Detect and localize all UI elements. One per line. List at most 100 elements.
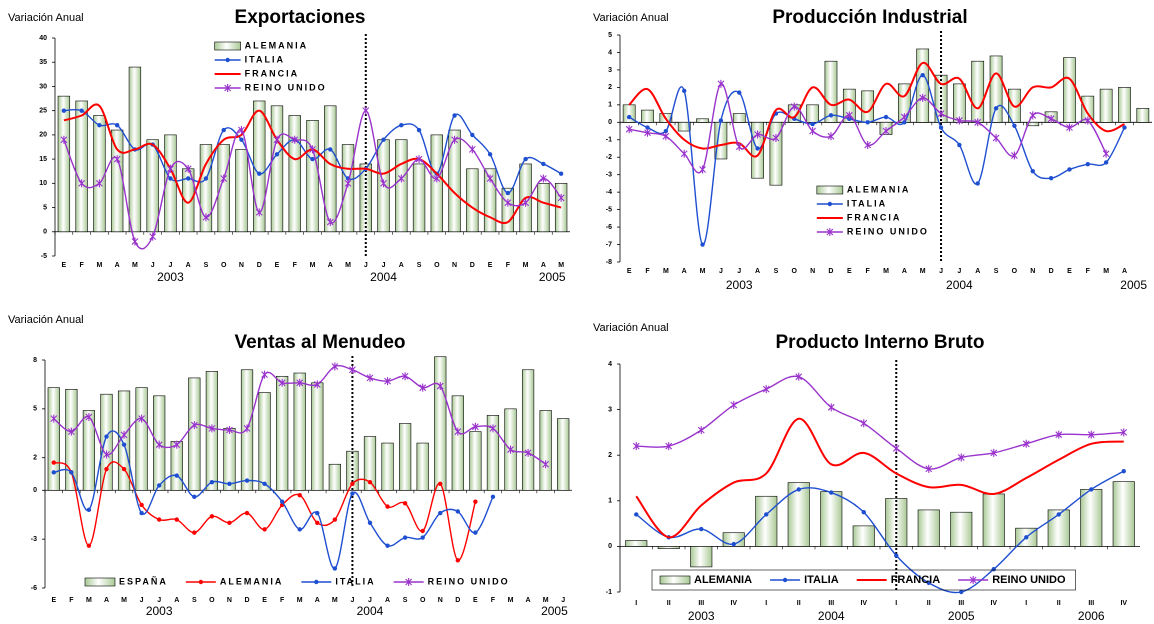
point	[990, 448, 998, 457]
bar	[341, 144, 355, 233]
x-tick-label: E	[473, 597, 478, 604]
year-label: 2005	[541, 604, 568, 618]
bar	[311, 382, 324, 491]
x-tick-label: M	[1103, 268, 1109, 275]
point	[1047, 114, 1055, 123]
point	[827, 132, 835, 141]
point	[60, 135, 68, 144]
legend-label: FRANCIA	[891, 574, 941, 586]
x-tick-label: F	[79, 262, 84, 269]
x-tick-label: F	[645, 268, 650, 275]
x-tick-label: S	[774, 268, 779, 275]
bar	[363, 436, 377, 491]
x-tick-label: I	[765, 600, 767, 607]
point	[350, 481, 355, 486]
point	[209, 479, 215, 485]
y-tick-label: -5	[606, 206, 612, 213]
x-tick-label: A	[975, 268, 980, 275]
x-tick-label: A	[1122, 268, 1127, 275]
x-tick-label: D	[1049, 268, 1054, 275]
point	[315, 520, 320, 526]
y-tick-label: 1	[608, 102, 612, 109]
x-tick-label: II	[667, 600, 671, 607]
x-tick-label: M	[700, 268, 706, 275]
y-tick-label: 2	[608, 452, 612, 459]
point	[1029, 111, 1037, 120]
y-tick-label: -3	[31, 536, 37, 543]
x-tick-label: S	[192, 597, 197, 604]
bar	[235, 149, 248, 233]
y-tick-label: -1	[606, 137, 612, 144]
bar	[521, 369, 535, 491]
bar	[483, 168, 497, 233]
point	[762, 385, 770, 394]
bar	[346, 450, 359, 491]
y-tick-label: -4	[606, 189, 612, 196]
point	[969, 576, 977, 584]
bar	[982, 493, 1005, 547]
point	[419, 383, 427, 392]
point	[120, 430, 128, 439]
bar	[416, 442, 429, 491]
point	[332, 517, 338, 522]
point	[735, 142, 743, 151]
legend-box	[651, 569, 1076, 591]
point	[490, 494, 496, 499]
point	[1087, 430, 1095, 439]
y-tick-label: 40	[39, 35, 47, 42]
point	[156, 483, 162, 488]
point	[262, 527, 267, 532]
y-tick-label: 0	[43, 229, 47, 236]
x-tick-label: J	[368, 597, 372, 604]
point	[957, 453, 965, 462]
x-tick-label: J	[364, 262, 368, 269]
point	[297, 492, 302, 498]
x-tick-label: M	[523, 262, 529, 269]
legend-label: ALEMANIA	[847, 184, 911, 194]
bar	[989, 55, 1003, 123]
point	[699, 526, 704, 532]
legend-label: REINO UNIDO	[847, 226, 929, 236]
bar	[117, 390, 131, 491]
x-tick-label: M	[121, 597, 127, 604]
bar	[100, 393, 113, 491]
point	[380, 179, 387, 188]
bar	[787, 482, 810, 547]
x-tick-label: O	[792, 268, 798, 275]
point	[541, 161, 546, 167]
x-tick-label: I	[635, 600, 637, 607]
point	[262, 481, 267, 486]
point	[401, 372, 409, 381]
x-tick-label: M	[132, 262, 138, 269]
bar	[47, 387, 60, 491]
point	[680, 149, 688, 158]
point	[486, 174, 494, 183]
point	[524, 448, 532, 457]
point	[420, 535, 425, 540]
point	[173, 440, 181, 449]
x-tick-label: M	[920, 268, 926, 275]
point	[892, 444, 900, 453]
point	[208, 424, 216, 433]
point	[50, 414, 58, 423]
x-tick-label: F	[866, 268, 871, 275]
x-tick-label: M	[345, 262, 351, 269]
point	[224, 84, 232, 92]
point	[244, 478, 250, 483]
point	[190, 421, 198, 430]
year-label: 2003	[146, 604, 173, 618]
chart: Producción Industrial Variación Anual -8 -7…	[593, 7, 1152, 292]
point	[1067, 167, 1072, 172]
x-tick-label: N	[438, 597, 443, 604]
x-tick-label: II	[797, 600, 801, 607]
bar	[146, 139, 159, 233]
point	[104, 466, 109, 472]
point	[257, 171, 262, 176]
point	[279, 499, 285, 504]
bar	[852, 525, 875, 547]
point	[662, 132, 670, 141]
y-tick-label: 0	[608, 543, 612, 550]
x-tick-label: D	[470, 262, 475, 269]
point	[51, 470, 56, 475]
x-tick-label: A	[186, 262, 191, 269]
